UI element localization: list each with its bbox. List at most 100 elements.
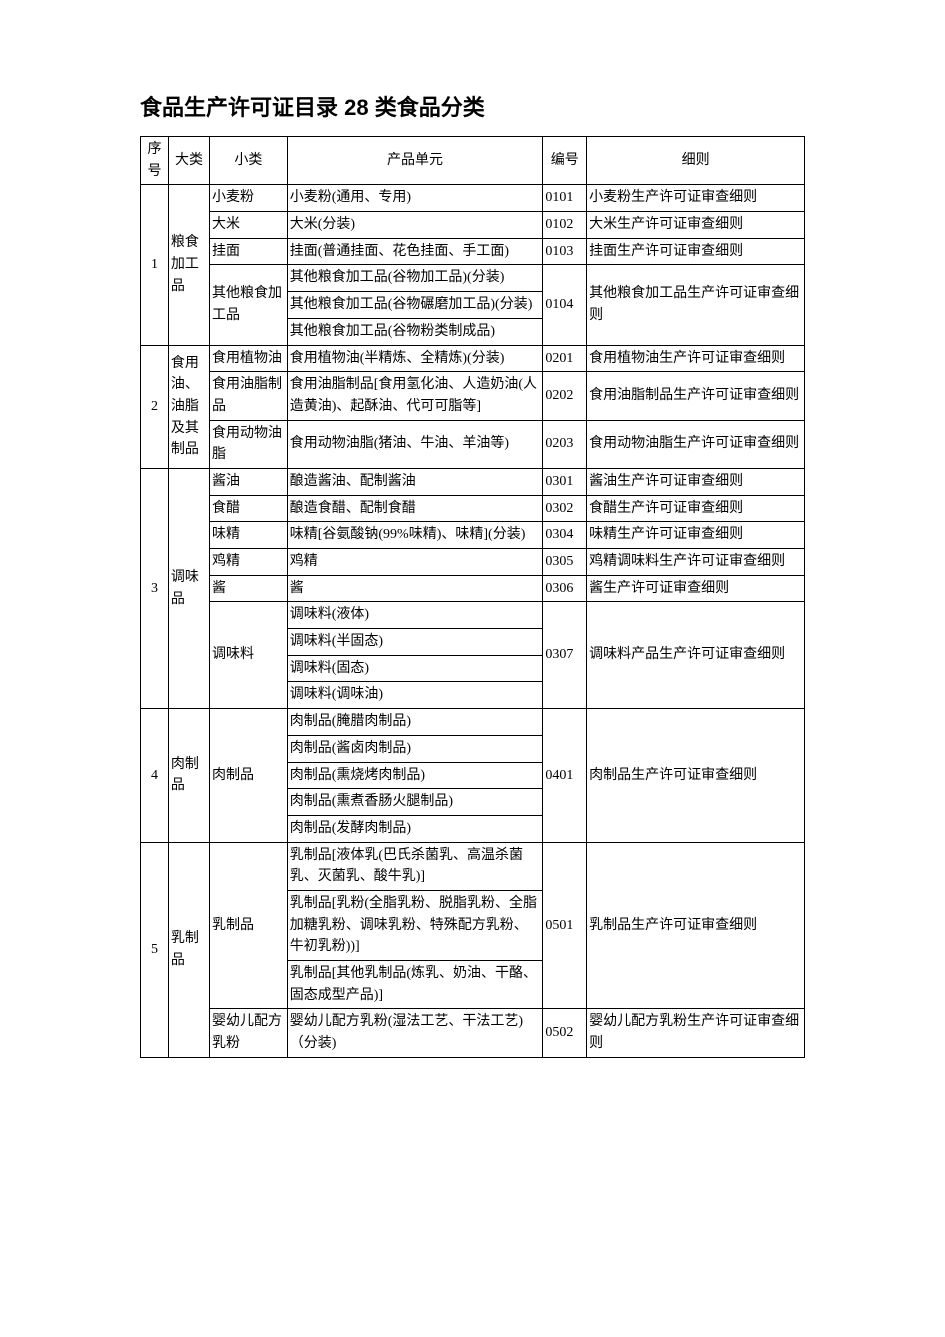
rule-cell: 肉制品生产许可证审查细则 <box>587 709 805 842</box>
seq-cell: 2 <box>141 345 169 468</box>
food-category-table: 序号 大类 小类 产品单元 编号 细则 1粮食加工品小麦粉小麦粉(通用、专用)0… <box>140 136 805 1058</box>
code-cell: 0104 <box>543 265 587 345</box>
product-unit-cell: 其他粮食加工品(谷物粉类制成品) <box>287 318 543 345</box>
rule-cell: 食用油脂制品生产许可证审查细则 <box>587 372 805 420</box>
col-unit: 产品单元 <box>287 137 543 185</box>
seq-cell: 4 <box>141 709 169 842</box>
code-cell: 0301 <box>543 468 587 495</box>
rule-cell: 挂面生产许可证审查细则 <box>587 238 805 265</box>
page-title: 食品生产许可证目录 28 类食品分类 <box>140 90 805 122</box>
table-row: 味精味精[谷氨酸钠(99%味精)、味精](分装)0304味精生产许可证审查细则 <box>141 522 805 549</box>
table-row: 挂面挂面(普通挂面、花色挂面、手工面)0103挂面生产许可证审查细则 <box>141 238 805 265</box>
subcategory-cell: 食用油脂制品 <box>210 372 288 420</box>
table-row: 1粮食加工品小麦粉小麦粉(通用、专用)0101小麦粉生产许可证审查细则 <box>141 185 805 212</box>
product-unit-cell: 肉制品(酱卤肉制品) <box>287 735 543 762</box>
table-row: 5乳制品乳制品乳制品[液体乳(巴氏杀菌乳、高温杀菌乳、灭菌乳、酸牛乳)]0501… <box>141 842 805 890</box>
product-unit-cell: 挂面(普通挂面、花色挂面、手工面) <box>287 238 543 265</box>
code-cell: 0306 <box>543 575 587 602</box>
subcategory-cell: 大米 <box>210 212 288 239</box>
col-sub: 小类 <box>210 137 288 185</box>
code-cell: 0304 <box>543 522 587 549</box>
col-rule: 细则 <box>587 137 805 185</box>
product-unit-cell: 味精[谷氨酸钠(99%味精)、味精](分装) <box>287 522 543 549</box>
rule-cell: 酱生产许可证审查细则 <box>587 575 805 602</box>
code-cell: 0103 <box>543 238 587 265</box>
product-unit-cell: 调味料(液体) <box>287 602 543 629</box>
col-code: 编号 <box>543 137 587 185</box>
seq-cell: 5 <box>141 842 169 1057</box>
seq-cell: 1 <box>141 185 169 345</box>
code-cell: 0201 <box>543 345 587 372</box>
subcategory-cell: 小麦粉 <box>210 185 288 212</box>
code-cell: 0203 <box>543 420 587 468</box>
code-cell: 0102 <box>543 212 587 239</box>
subcategory-cell: 婴幼儿配方乳粉 <box>210 1009 288 1057</box>
col-cat: 大类 <box>168 137 209 185</box>
rule-cell: 乳制品生产许可证审查细则 <box>587 842 805 1009</box>
product-unit-cell: 乳制品[液体乳(巴氏杀菌乳、高温杀菌乳、灭菌乳、酸牛乳)] <box>287 842 543 890</box>
rule-cell: 酱油生产许可证审查细则 <box>587 468 805 495</box>
rule-cell: 鸡精调味料生产许可证审查细则 <box>587 549 805 576</box>
table-row: 食醋酿造食醋、配制食醋0302食醋生产许可证审查细则 <box>141 495 805 522</box>
table-row: 食用动物油脂食用动物油脂(猪油、牛油、羊油等)0203食用动物油脂生产许可证审查… <box>141 420 805 468</box>
table-row: 酱酱0306酱生产许可证审查细则 <box>141 575 805 602</box>
rule-cell: 大米生产许可证审查细则 <box>587 212 805 239</box>
table-row: 调味料调味料(液体)0307调味料产品生产许可证审查细则 <box>141 602 805 629</box>
product-unit-cell: 大米(分装) <box>287 212 543 239</box>
col-seq: 序号 <box>141 137 169 185</box>
subcategory-cell: 乳制品 <box>210 842 288 1009</box>
rule-cell: 食用植物油生产许可证审查细则 <box>587 345 805 372</box>
product-unit-cell: 酿造酱油、配制酱油 <box>287 468 543 495</box>
rule-cell: 小麦粉生产许可证审查细则 <box>587 185 805 212</box>
rule-cell: 婴幼儿配方乳粉生产许可证审查细则 <box>587 1009 805 1057</box>
product-unit-cell: 其他粮食加工品(谷物碾磨加工品)(分装) <box>287 292 543 319</box>
code-cell: 0502 <box>543 1009 587 1057</box>
product-unit-cell: 肉制品(熏煮香肠火腿制品) <box>287 789 543 816</box>
rule-cell: 味精生产许可证审查细则 <box>587 522 805 549</box>
table-row: 食用油脂制品食用油脂制品[食用氢化油、人造奶油(人造黄油)、起酥油、代可可脂等]… <box>141 372 805 420</box>
category-cell: 粮食加工品 <box>168 185 209 345</box>
code-cell: 0202 <box>543 372 587 420</box>
code-cell: 0501 <box>543 842 587 1009</box>
product-unit-cell: 酿造食醋、配制食醋 <box>287 495 543 522</box>
rule-cell: 食醋生产许可证审查细则 <box>587 495 805 522</box>
product-unit-cell: 小麦粉(通用、专用) <box>287 185 543 212</box>
product-unit-cell: 调味料(调味油) <box>287 682 543 709</box>
seq-cell: 3 <box>141 468 169 708</box>
subcategory-cell: 挂面 <box>210 238 288 265</box>
code-cell: 0307 <box>543 602 587 709</box>
product-unit-cell: 其他粮食加工品(谷物加工品)(分装) <box>287 265 543 292</box>
subcategory-cell: 酱油 <box>210 468 288 495</box>
header-row: 序号 大类 小类 产品单元 编号 细则 <box>141 137 805 185</box>
subcategory-cell: 鸡精 <box>210 549 288 576</box>
code-cell: 0305 <box>543 549 587 576</box>
table-row: 2食用油、油脂及其制品食用植物油食用植物油(半精炼、全精炼)(分装)0201食用… <box>141 345 805 372</box>
product-unit-cell: 调味料(固态) <box>287 655 543 682</box>
subcategory-cell: 食用植物油 <box>210 345 288 372</box>
product-unit-cell: 乳制品[其他乳制品(炼乳、奶油、干酪、固态成型产品)] <box>287 961 543 1009</box>
product-unit-cell: 肉制品(熏烧烤肉制品) <box>287 762 543 789</box>
product-unit-cell: 食用动物油脂(猪油、牛油、羊油等) <box>287 420 543 468</box>
category-cell: 食用油、油脂及其制品 <box>168 345 209 468</box>
product-unit-cell: 酱 <box>287 575 543 602</box>
code-cell: 0101 <box>543 185 587 212</box>
product-unit-cell: 乳制品[乳粉(全脂乳粉、脱脂乳粉、全脂加糖乳粉、调味乳粉、特殊配方乳粉、牛初乳粉… <box>287 890 543 960</box>
product-unit-cell: 食用植物油(半精炼、全精炼)(分装) <box>287 345 543 372</box>
subcategory-cell: 酱 <box>210 575 288 602</box>
product-unit-cell: 调味料(半固态) <box>287 629 543 656</box>
category-cell: 乳制品 <box>168 842 209 1057</box>
table-row: 鸡精鸡精0305鸡精调味料生产许可证审查细则 <box>141 549 805 576</box>
table-row: 4肉制品肉制品肉制品(腌腊肉制品)0401肉制品生产许可证审查细则 <box>141 709 805 736</box>
product-unit-cell: 食用油脂制品[食用氢化油、人造奶油(人造黄油)、起酥油、代可可脂等] <box>287 372 543 420</box>
product-unit-cell: 肉制品(发酵肉制品) <box>287 815 543 842</box>
code-cell: 0401 <box>543 709 587 842</box>
product-unit-cell: 婴幼儿配方乳粉(湿法工艺、干法工艺)（分装) <box>287 1009 543 1057</box>
subcategory-cell: 其他粮食加工品 <box>210 265 288 345</box>
product-unit-cell: 肉制品(腌腊肉制品) <box>287 709 543 736</box>
product-unit-cell: 鸡精 <box>287 549 543 576</box>
category-cell: 肉制品 <box>168 709 209 842</box>
subcategory-cell: 食用动物油脂 <box>210 420 288 468</box>
subcategory-cell: 肉制品 <box>210 709 288 842</box>
table-row: 大米大米(分装)0102大米生产许可证审查细则 <box>141 212 805 239</box>
table-row: 其他粮食加工品其他粮食加工品(谷物加工品)(分装)0104其他粮食加工品生产许可… <box>141 265 805 292</box>
